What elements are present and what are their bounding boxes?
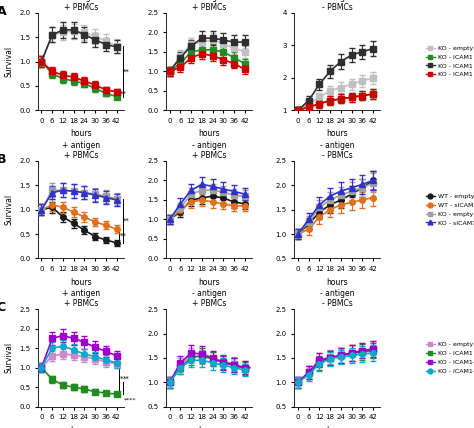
- Title: - antigen
+ PBMCs: - antigen + PBMCs: [192, 141, 226, 160]
- Text: *: *: [248, 366, 251, 372]
- Text: B: B: [0, 153, 6, 166]
- Title: + antigen
+ PBMCs: + antigen + PBMCs: [62, 289, 100, 308]
- X-axis label: hours: hours: [327, 426, 348, 428]
- Title: + antigen
+ PBMCs: + antigen + PBMCs: [62, 141, 100, 160]
- Text: A: A: [0, 5, 6, 18]
- Title: - antigen
- PBMCs: - antigen - PBMCs: [320, 0, 355, 12]
- Title: - antigen
+ PBMCs: - antigen + PBMCs: [192, 0, 226, 12]
- Y-axis label: Survival: Survival: [4, 46, 13, 77]
- Text: **: **: [123, 376, 130, 382]
- Title: - antigen
- PBMCs: - antigen - PBMCs: [320, 141, 355, 160]
- Text: ****: ****: [123, 397, 136, 402]
- Legend: WT - empty vector, WT - sICAM1, KO - empty vector, KO - sICAM1: WT - empty vector, WT - sICAM1, KO - emp…: [426, 194, 474, 226]
- X-axis label: hours: hours: [327, 278, 348, 287]
- Legend: KO - empty vector, KO - ICAM1, KO - ICAM1-ΔC, KO - ICAM1-ΔTM-ΔC-GPI: KO - empty vector, KO - ICAM1, KO - ICAM…: [426, 342, 474, 374]
- Title: - antigen
+ PBMCs: - antigen + PBMCs: [192, 289, 226, 308]
- X-axis label: hours: hours: [198, 130, 220, 139]
- X-axis label: hours: hours: [198, 278, 220, 287]
- Text: **: **: [123, 68, 130, 74]
- Y-axis label: Survival: Survival: [4, 194, 13, 225]
- X-axis label: hours: hours: [70, 130, 91, 139]
- Legend: KO - empty vector, KO - ICAM1, KO - ICAM1 Y474A + Y485A, KO - ICAM1 P404E: KO - empty vector, KO - ICAM1, KO - ICAM…: [426, 46, 474, 77]
- X-axis label: hours: hours: [70, 278, 91, 287]
- X-axis label: hours: hours: [198, 426, 220, 428]
- X-axis label: hours: hours: [70, 426, 91, 428]
- Text: **: **: [123, 218, 130, 224]
- Text: C: C: [0, 301, 6, 314]
- X-axis label: hours: hours: [327, 130, 348, 139]
- Text: *: *: [120, 376, 123, 382]
- Text: **: **: [120, 233, 127, 239]
- Text: **: **: [120, 91, 127, 97]
- Title: + antigen
+ PBMCs: + antigen + PBMCs: [62, 0, 100, 12]
- Y-axis label: Survival: Survival: [4, 342, 13, 373]
- Title: - antigen
- PBMCs: - antigen - PBMCs: [320, 289, 355, 308]
